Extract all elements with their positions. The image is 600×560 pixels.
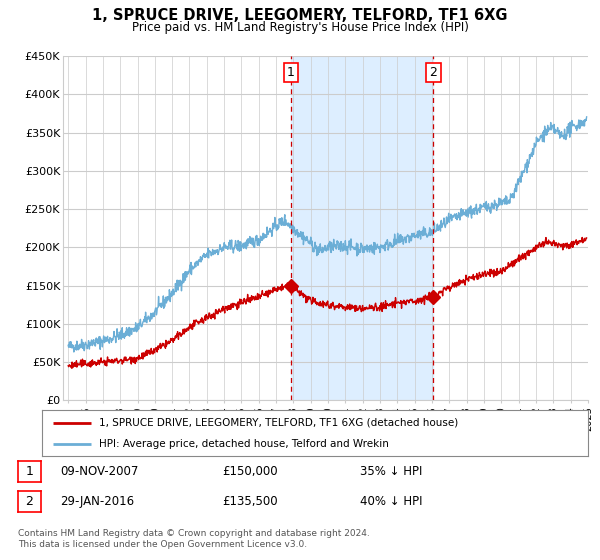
Text: 2: 2 — [430, 66, 437, 80]
Text: 1: 1 — [287, 66, 295, 80]
Text: 35% ↓ HPI: 35% ↓ HPI — [360, 465, 422, 478]
Text: 2: 2 — [25, 494, 34, 508]
Text: 40% ↓ HPI: 40% ↓ HPI — [360, 494, 422, 508]
Text: 29-JAN-2016: 29-JAN-2016 — [60, 494, 134, 508]
Text: 1, SPRUCE DRIVE, LEEGOMERY, TELFORD, TF1 6XG: 1, SPRUCE DRIVE, LEEGOMERY, TELFORD, TF1… — [92, 8, 508, 24]
Text: HPI: Average price, detached house, Telford and Wrekin: HPI: Average price, detached house, Telf… — [100, 439, 389, 449]
Text: 1, SPRUCE DRIVE, LEEGOMERY, TELFORD, TF1 6XG (detached house): 1, SPRUCE DRIVE, LEEGOMERY, TELFORD, TF1… — [100, 418, 458, 428]
Text: Contains HM Land Registry data © Crown copyright and database right 2024.
This d: Contains HM Land Registry data © Crown c… — [18, 529, 370, 549]
Text: £135,500: £135,500 — [222, 494, 278, 508]
Text: Price paid vs. HM Land Registry's House Price Index (HPI): Price paid vs. HM Land Registry's House … — [131, 21, 469, 34]
Text: 09-NOV-2007: 09-NOV-2007 — [60, 465, 139, 478]
Text: £150,000: £150,000 — [222, 465, 278, 478]
Text: 1: 1 — [25, 465, 34, 478]
